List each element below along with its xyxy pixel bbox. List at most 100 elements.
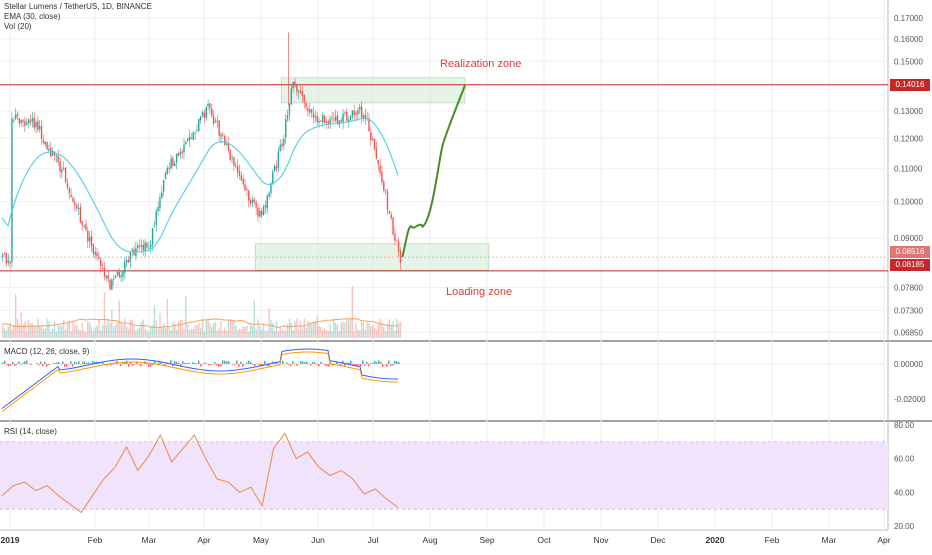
candle-body xyxy=(400,250,401,262)
volume-bar xyxy=(254,300,255,338)
candle-body xyxy=(357,110,358,115)
volume-bar xyxy=(209,323,210,338)
volume-bar xyxy=(204,332,205,338)
candle-body xyxy=(82,221,83,225)
volume-bar xyxy=(387,324,388,338)
candle-body xyxy=(111,280,112,290)
volume-bar xyxy=(389,319,390,338)
candle-body xyxy=(218,120,219,135)
volume-bar xyxy=(146,330,147,338)
candle-body xyxy=(148,248,149,249)
y-tick-label: 0.17000 xyxy=(894,14,923,23)
x-tick-label: Apr xyxy=(877,535,890,545)
volume-bar xyxy=(311,324,312,338)
macd-histogram-bar xyxy=(368,364,370,366)
candle-body xyxy=(17,114,18,117)
macd-histogram-bar xyxy=(374,361,376,364)
candle-body xyxy=(106,276,107,278)
macd-histogram-bar xyxy=(46,364,48,367)
candle-body xyxy=(35,122,36,127)
volume-bar xyxy=(361,321,362,338)
volume-bar xyxy=(159,313,160,338)
candle-body xyxy=(244,184,245,190)
macd-histogram-bar xyxy=(128,364,130,367)
candle-body xyxy=(341,120,342,122)
candle-body xyxy=(122,271,123,276)
volume-bar xyxy=(331,331,332,338)
macd-histogram-bar xyxy=(324,364,326,365)
candle-body xyxy=(300,90,301,92)
volume-bar xyxy=(156,321,157,338)
volume-bar xyxy=(241,329,242,338)
macd-histogram-bar xyxy=(26,360,28,364)
volume-bar xyxy=(102,325,103,338)
vol-legend: Vol (20) xyxy=(4,22,152,32)
macd-histogram-bar xyxy=(8,364,10,366)
candle-body xyxy=(191,138,192,139)
macd-histogram-bar xyxy=(40,361,42,364)
candle-body xyxy=(46,142,47,150)
realization-zone-label: Realization zone xyxy=(440,58,521,70)
candle-body xyxy=(152,228,153,245)
candle-body xyxy=(352,110,353,117)
candle-body xyxy=(76,205,77,209)
macd-histogram-bar xyxy=(386,364,388,367)
macd-histogram-bar xyxy=(380,362,382,364)
candle-body xyxy=(176,154,177,163)
candle-body xyxy=(361,106,362,117)
candle-body xyxy=(156,211,157,225)
candle-body xyxy=(324,116,325,123)
candle-body xyxy=(309,110,310,113)
volume-bar xyxy=(95,328,96,338)
volume-bar xyxy=(259,326,260,338)
volume-bar xyxy=(191,329,192,338)
candle-body xyxy=(61,169,62,172)
volume-bar xyxy=(106,325,107,338)
volume-bar xyxy=(289,319,290,338)
macd-histogram-bar xyxy=(300,361,302,364)
x-tick-label: Nov xyxy=(593,535,609,545)
volume-bar xyxy=(181,320,182,338)
macd-histogram-bar xyxy=(372,363,374,364)
candle-body xyxy=(235,165,236,166)
x-tick-label: Feb xyxy=(88,535,103,545)
candle-body xyxy=(313,113,314,118)
candle-body xyxy=(280,145,281,151)
volume-bar xyxy=(8,326,9,338)
volume-bar xyxy=(224,327,225,338)
volume-bar xyxy=(374,328,375,338)
volume-bar xyxy=(292,330,293,338)
volume-bar xyxy=(278,332,279,338)
candle-body xyxy=(346,112,347,121)
volume-bar xyxy=(132,320,133,338)
volume-bar xyxy=(137,328,138,338)
volume-bar xyxy=(115,325,116,338)
macd-histogram-bar xyxy=(318,364,320,367)
volume-bar xyxy=(54,322,55,338)
y-tick-label: 0.10000 xyxy=(894,198,923,207)
macd-histogram-bar xyxy=(396,361,398,364)
candle-body xyxy=(74,202,75,205)
candle-body xyxy=(378,160,379,164)
macd-histogram-bar xyxy=(366,362,368,364)
volume-bar xyxy=(400,321,401,338)
macd-histogram-bar xyxy=(290,364,292,366)
candle-body xyxy=(169,168,170,169)
volume-bar xyxy=(335,323,336,338)
y-tick-label: 0.09000 xyxy=(894,234,923,243)
candle-body xyxy=(174,164,175,166)
x-tick-label: Aug xyxy=(422,535,437,545)
volume-bar xyxy=(144,329,145,338)
candle-body xyxy=(150,245,151,248)
macd-histogram-bar xyxy=(158,362,160,364)
candle-body xyxy=(220,134,221,136)
candle-body xyxy=(331,117,332,118)
macd-histogram-bar xyxy=(138,364,140,365)
macd-histogram-bar xyxy=(326,364,328,366)
volume-bar xyxy=(304,319,305,338)
candle-body xyxy=(396,241,397,242)
candle-body xyxy=(287,115,288,119)
candle-body xyxy=(389,211,390,214)
candle-body xyxy=(196,130,197,131)
volume-bar xyxy=(318,326,319,338)
